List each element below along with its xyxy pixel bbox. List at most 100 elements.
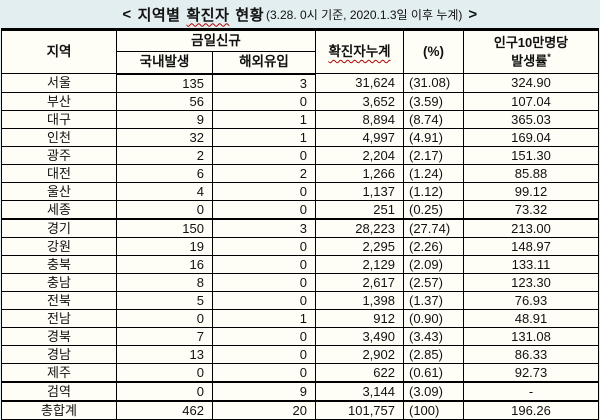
rate-per-100k-cell: 73.32 (463, 199, 599, 219)
overseas-new-cell: 0 (212, 326, 316, 346)
rate-per-100k-cell: 324.90 (463, 73, 599, 93)
percent-cell: (1.37) (403, 290, 464, 310)
overseas-new-cell: 0 (212, 91, 316, 111)
region-cell: 대전 (1, 163, 117, 183)
document-title: < 지역별 확진자 현황 (3.28. 0시 기준, 2020.1.3일 이후 … (0, 0, 600, 28)
overseas-new-cell: 0 (212, 236, 316, 256)
rate-per-100k-cell: 213.00 (463, 217, 599, 238)
percent-cell: (0.90) (403, 308, 464, 328)
header-today-new: 금일신규 (116, 29, 316, 52)
header-overseas: 해외유입 (212, 51, 316, 75)
cumulative-cell: 2,129 (315, 254, 404, 274)
table-row: 광주 2 0 2,204 (2.17) 151.30 (1, 145, 599, 165)
percent-cell: (31.08) (403, 73, 464, 93)
header-cumulative: 확진자누계 (315, 29, 404, 74)
overseas-new-cell: 0 (212, 181, 316, 201)
region-cell: 전남 (1, 308, 117, 328)
overseas-new-cell: 20 (212, 399, 316, 420)
table-row: 경남 13 0 2,902 (2.85) 86.33 (1, 344, 599, 364)
regional-cases-table: 지역 금일신규 확진자누계 (%) 인구10만명당 발생률* 국내발생 해외유입… (1, 28, 599, 420)
domestic-new-cell: 150 (116, 217, 213, 238)
region-cell: 경남 (1, 344, 117, 364)
region-cell: 총합계 (1, 399, 117, 420)
table-row: 충북 16 0 2,129 (2.09) 133.11 (1, 254, 599, 274)
header-region: 지역 (1, 29, 117, 74)
rate-per-100k-cell: 365.03 (463, 109, 599, 129)
cumulative-cell: 4,997 (315, 127, 404, 147)
percent-cell: (2.26) (403, 236, 464, 256)
table-row: 울산 4 0 1,137 (1.12) 99.12 (1, 181, 599, 201)
domestic-new-cell: 7 (116, 326, 213, 346)
percent-cell: (1.24) (403, 163, 464, 183)
percent-cell: (0.25) (403, 199, 464, 219)
table-row: 대구 9 1 8,894 (8.74) 365.03 (1, 109, 599, 129)
region-cell: 충북 (1, 254, 117, 274)
domestic-new-cell: 2 (116, 145, 213, 165)
domestic-new-cell: 462 (116, 399, 213, 420)
cumulative-cell: 8,894 (315, 109, 404, 129)
total-row: 총합계 462 20 101,757 (100) 196.26 (1, 399, 599, 420)
rate-per-100k-cell: 151.30 (463, 145, 599, 165)
percent-cell: (1.12) (403, 181, 464, 201)
overseas-new-cell: 1 (212, 109, 316, 129)
cumulative-cell: 2,204 (315, 145, 404, 165)
cumulative-cell: 1,137 (315, 181, 404, 201)
cumulative-cell: 3,490 (315, 326, 404, 346)
overseas-new-cell: 1 (212, 308, 316, 328)
rate-per-100k-cell: 99.12 (463, 181, 599, 201)
overseas-new-cell: 0 (212, 344, 316, 364)
title-word2-spellchecked: 확진자 (186, 6, 230, 24)
header-percent: (%) (403, 29, 464, 74)
percent-cell: (4.91) (403, 127, 464, 147)
rate-per-100k-cell: 148.97 (463, 236, 599, 256)
overseas-new-cell: 0 (212, 272, 316, 292)
cumulative-cell: 3,652 (315, 91, 404, 111)
cumulative-cell: 31,624 (315, 73, 404, 93)
domestic-new-cell: 135 (116, 73, 213, 93)
percent-cell: (0.61) (403, 362, 464, 382)
table-row: 검역 0 9 3,144 (3.09) - (1, 380, 599, 401)
cumulative-cell: 2,295 (315, 236, 404, 256)
cumulative-cell: 101,757 (315, 399, 404, 420)
percent-cell: (2.09) (403, 254, 464, 274)
domestic-new-cell: 6 (116, 163, 213, 183)
cumulative-cell: 622 (315, 362, 404, 382)
cumulative-cell: 1,266 (315, 163, 404, 183)
domestic-new-cell: 8 (116, 272, 213, 292)
overseas-new-cell: 3 (212, 73, 316, 93)
domestic-new-cell: 0 (116, 380, 213, 401)
rate-per-100k-cell: 86.33 (463, 344, 599, 364)
percent-cell: (3.09) (403, 380, 464, 401)
header-rate-line2: 발생률 (511, 53, 548, 69)
rate-per-100k-cell: 123.30 (463, 272, 599, 292)
region-cell: 검역 (1, 380, 117, 401)
percent-cell: (27.74) (403, 217, 464, 238)
domestic-new-cell: 0 (116, 199, 213, 219)
rate-per-100k-cell: 107.04 (463, 91, 599, 111)
header-domestic: 국내발생 (116, 51, 213, 75)
cumulative-cell: 1,398 (315, 290, 404, 310)
overseas-new-cell: 0 (212, 362, 316, 382)
cumulative-cell: 3,144 (315, 380, 404, 401)
region-cell: 전북 (1, 290, 117, 310)
overseas-new-cell: 0 (212, 145, 316, 165)
domestic-new-cell: 9 (116, 109, 213, 129)
table-row: 전북 5 0 1,398 (1.37) 76.93 (1, 290, 599, 310)
overseas-new-cell: 9 (212, 380, 316, 401)
region-cell: 충남 (1, 272, 117, 292)
header-cumulative-label: 확진자누계 (328, 44, 391, 59)
title-word1: 지역별 (137, 6, 181, 24)
region-cell: 강원 (1, 236, 117, 256)
table-row: 경기 150 3 28,223 (27.74) 213.00 (1, 217, 599, 238)
header-rate-per-100k: 인구10만명당 발생률* (463, 29, 599, 74)
cumulative-cell: 2,902 (315, 344, 404, 364)
title-word3: 현황 (235, 6, 264, 24)
region-cell: 대구 (1, 109, 117, 129)
region-cell: 울산 (1, 181, 117, 201)
table-row: 제주 0 0 622 (0.61) 92.73 (1, 362, 599, 382)
overseas-new-cell: 0 (212, 254, 316, 274)
domestic-new-cell: 32 (116, 127, 213, 147)
percent-cell: (2.17) (403, 145, 464, 165)
domestic-new-cell: 56 (116, 91, 213, 111)
region-cell: 제주 (1, 362, 117, 382)
